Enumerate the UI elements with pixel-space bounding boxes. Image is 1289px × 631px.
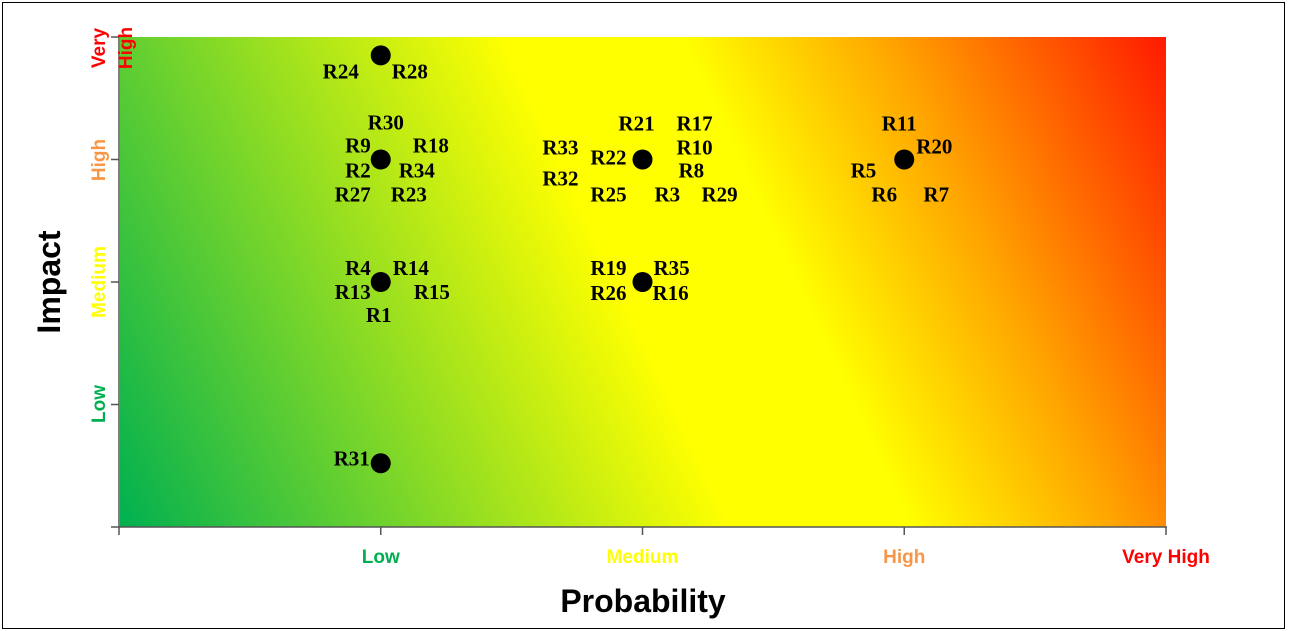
y-tick-label-high: High [89,139,110,181]
risk-label-r10: R10 [677,136,713,160]
risk-label-r9: R9 [345,134,371,158]
risk-label-r19: R19 [590,256,626,280]
risk-point-2 [370,149,391,170]
risk-label-r21: R21 [618,112,654,136]
risk-label-r30: R30 [368,111,404,135]
risk-label-r16: R16 [653,281,689,305]
x-tick-labels: Low Medium High Very High [362,547,1210,568]
risk-label-r13: R13 [335,280,371,304]
risk-label-r3: R3 [655,183,681,207]
risk-label-r4: R4 [345,256,371,280]
risk-label-r34: R34 [399,159,436,183]
risk-label-r22: R22 [590,146,626,170]
risk-point-7 [370,453,391,474]
risk-label-r28: R28 [392,59,428,83]
risk-label-r32: R32 [542,167,578,191]
y-tick-labels: Low Medium High Very High [89,27,137,423]
y-tick-label-low: Low [89,385,110,423]
risk-label-r27: R27 [335,183,371,207]
risk-label-r15: R15 [414,280,450,304]
x-axis-title: Probability [560,583,726,619]
x-tick-label-high: High [883,547,925,568]
risk-point-4 [894,149,915,170]
risk-label-r25: R25 [590,183,626,207]
risk-label-r20: R20 [916,135,952,159]
risk-label-r35: R35 [654,256,690,280]
risk-label-r8: R8 [679,159,705,183]
risk-label-r17: R17 [677,112,713,136]
x-tick-label-very-high: Very High [1122,547,1210,568]
risk-label-r31: R31 [334,446,370,470]
risk-label-r23: R23 [391,183,427,207]
y-tick-label-medium: Medium [89,246,110,318]
risk-point-6 [632,272,653,292]
risk-label-r33: R33 [542,136,578,160]
x-tick-marks [118,527,1167,535]
x-tick-label-low: Low [362,547,400,568]
risk-label-r5: R5 [851,159,877,183]
risk-label-r6: R6 [871,183,897,207]
risk-label-r2: R2 [345,159,371,183]
risk-point-3 [632,149,653,170]
risk-point-5 [370,272,391,292]
risk-label-r14: R14 [393,256,430,280]
risk-points [370,45,915,474]
risk-point-1 [370,45,391,66]
risk-label-r11: R11 [882,112,917,136]
y-tick-marks [111,36,119,528]
risk-label-r24: R24 [323,59,360,83]
risk-label-r18: R18 [413,134,449,158]
risk-label-r26: R26 [590,281,626,305]
x-tick-label-medium: Medium [607,547,679,568]
y-axis-title: Impact [31,230,67,333]
risk-label-r7: R7 [923,183,949,207]
risk-label-r1: R1 [366,303,392,327]
y-tick-label-very-high-1: Very [89,27,110,68]
risk-label-r29: R29 [702,183,738,207]
y-tick-label-very-high-2: High [116,27,137,69]
